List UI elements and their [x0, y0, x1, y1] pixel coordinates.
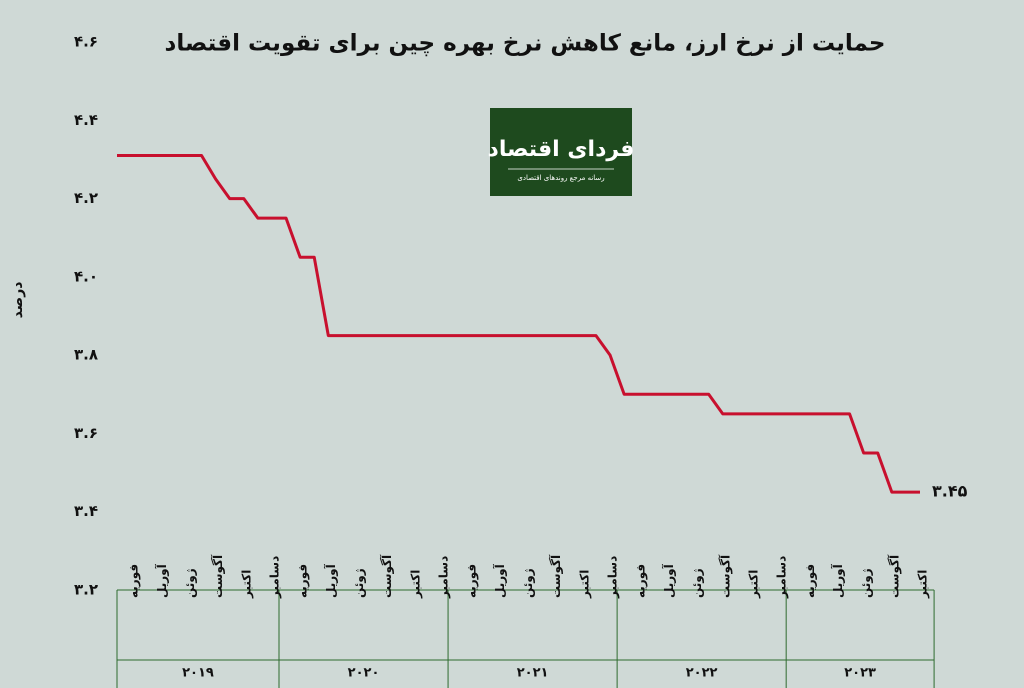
x-tick-label: دسامبر [437, 556, 451, 599]
logo-title: فردای اقتصاد [488, 137, 635, 162]
x-tick-label: ژوئن [183, 568, 198, 598]
y-tick-label: ۴.۶ [74, 33, 98, 51]
chart-title: حمایت از نرخ ارز، مانع کاهش نرخ بهره چین… [165, 31, 886, 57]
year-label: ۲۰۱۹ [182, 666, 214, 681]
x-tick-label: ژوئن [690, 568, 705, 598]
year-label: ۲۰۲۳ [844, 666, 876, 681]
data-line [117, 154, 920, 494]
x-tick-label: اکتبر [239, 570, 253, 599]
x-tick-label: اکتبر [746, 570, 760, 599]
x-tick-label: آوریل [661, 563, 677, 598]
y-tick-label: ۴.۰ [74, 267, 98, 285]
x-tick-label: فوریه [296, 564, 311, 598]
x-tick-label: اکتبر [916, 570, 930, 599]
year-label: ۲۰۲۱ [517, 666, 549, 681]
y-tick-label: ۴.۲ [74, 189, 98, 207]
x-tick-label: فوریه [465, 564, 480, 598]
y-tick-label: ۳.۶ [74, 424, 98, 442]
value-label: ۳.۴۵ [932, 482, 968, 501]
x-tick-label: اکتبر [577, 570, 591, 599]
logo-subtitle: رسانه مرجع روندهای اقتصادی [517, 174, 604, 182]
x-tick-label: آگوست [717, 554, 733, 598]
x-tick-label: دسامبر [267, 556, 281, 599]
x-tick-label: آوریل [830, 563, 846, 598]
x-tick-label: ژوئن [521, 568, 536, 598]
x-tick-label: دسامبر [606, 556, 620, 599]
x-tick-label: فوریه [634, 564, 649, 598]
x-tick-label: آگوست [886, 554, 902, 598]
y-tick-label: ۳.۸ [74, 346, 98, 364]
x-tick-label: فوریه [803, 564, 818, 598]
year-label: ۲۰۲۰ [348, 666, 380, 681]
x-tick-label: اکتبر [408, 570, 422, 599]
year-label: ۲۰۲۲ [686, 666, 718, 681]
x-tick-label: آوریل [492, 563, 508, 598]
x-tick-label: ژوئن [859, 568, 874, 598]
x-tick-label: آگوست [210, 554, 226, 598]
y-axis-label: درصد [10, 282, 26, 319]
x-tick-label: آگوست [548, 554, 564, 598]
x-tick-label: آگوست [379, 554, 395, 598]
x-tick-label: ژوئن [352, 568, 367, 598]
y-tick-label: ۴.۴ [74, 111, 98, 129]
x-tick-label: فوریه [127, 564, 142, 598]
x-tick-label: آوریل [323, 563, 339, 598]
x-tick-label: آوریل [154, 563, 170, 598]
y-tick-label: ۳.۲ [74, 581, 98, 599]
y-tick-label: ۳.۴ [74, 502, 98, 520]
logo-box [490, 108, 632, 196]
x-tick-label: دسامبر [775, 556, 789, 599]
